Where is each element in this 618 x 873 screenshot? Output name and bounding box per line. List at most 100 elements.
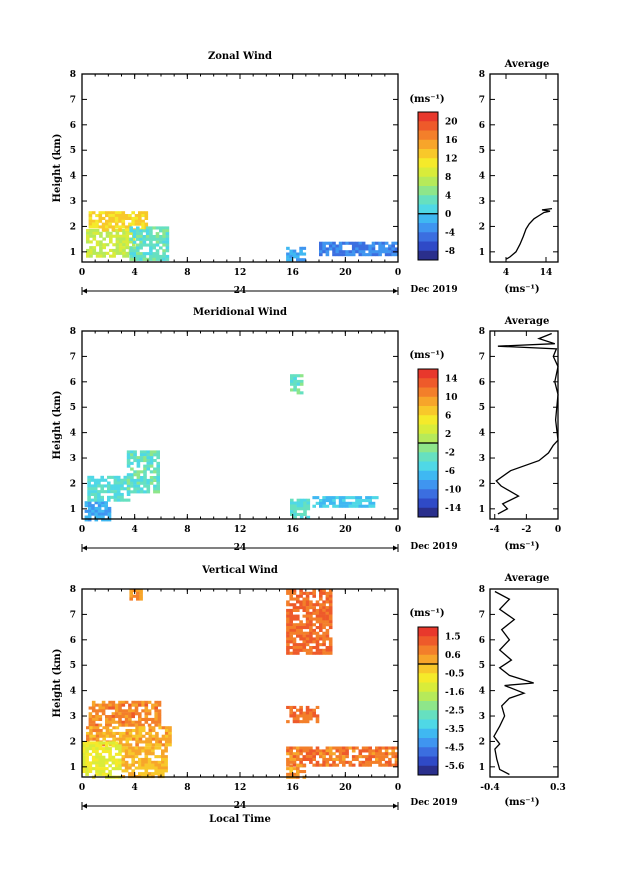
heatmap-cell: [351, 755, 356, 759]
heatmap-cell: [305, 651, 310, 655]
heatmap-cell: [296, 600, 300, 604]
heatmap-cell: [358, 501, 363, 505]
heatmap-cell: [302, 648, 307, 652]
heatmap-cell: [95, 761, 99, 765]
heatmap-cell: [138, 700, 142, 704]
heatmap-cell: [365, 496, 369, 500]
heatmap-cell: [292, 252, 297, 256]
heatmap-cell: [131, 749, 135, 753]
x-tick-label: 0: [395, 525, 401, 535]
heatmap-cell: [338, 253, 343, 257]
heatmap-cell: [134, 706, 139, 710]
heatmap-cell: [325, 634, 330, 638]
heatmap-cell: [153, 478, 157, 482]
heatmap-cell: [101, 222, 106, 226]
heatmap-cell: [309, 651, 313, 655]
heatmap-cell: [102, 726, 106, 730]
heatmap-cell: [154, 715, 158, 719]
heatmap-cell: [115, 248, 120, 252]
heatmap-cell: [312, 640, 316, 644]
heatmap-cell: [128, 231, 133, 235]
heatmap-cell: [305, 600, 310, 604]
avg-y-tick-label: 8: [479, 585, 485, 595]
heatmap-cell: [332, 504, 336, 508]
heatmap-cell: [361, 241, 366, 245]
heatmap-cell: [151, 720, 155, 724]
heatmap-cell: [384, 247, 389, 251]
heatmap-cell: [154, 723, 158, 727]
heatmap-cell: [154, 772, 158, 776]
heatmap-cell: [125, 234, 130, 238]
heatmap-cell: [122, 234, 126, 238]
heatmap-cell: [302, 614, 307, 618]
heatmap-cell: [105, 729, 110, 733]
heatmap-cell: [108, 703, 112, 707]
heatmap-cell: [345, 504, 349, 508]
heatmap-cell: [322, 757, 326, 761]
heatmap-cell: [153, 459, 157, 463]
heatmap-cell: [112, 234, 116, 238]
colorbar-swatch: [418, 682, 438, 693]
heatmap-cell: [109, 743, 113, 747]
heatmap-cell: [131, 746, 135, 750]
heatmap-cell: [309, 717, 313, 721]
heatmap-cell: [114, 216, 119, 220]
colorbar-swatch: [418, 204, 438, 215]
heatmap-cell: [124, 766, 129, 770]
colorbar-swatch: [418, 747, 438, 757]
heatmap-cell: [161, 760, 165, 764]
heatmap-cell: [292, 711, 297, 715]
heatmap-cell: [302, 714, 307, 718]
heatmap-cell: [85, 755, 89, 759]
heatmap-cell: [118, 734, 123, 738]
heatmap-cell: [124, 720, 129, 724]
heatmap-cell: [135, 734, 139, 738]
heatmap-cell: [100, 490, 104, 494]
heatmap-cell: [88, 214, 93, 218]
heatmap-cell: [296, 720, 300, 724]
heatmap-cell: [108, 211, 112, 215]
heatmap-cell: [105, 214, 109, 218]
heatmap-cell: [146, 490, 151, 494]
heatmap-cell: [296, 749, 300, 753]
heatmap-cell: [141, 219, 145, 223]
heatmap-cell: [303, 512, 307, 516]
heatmap-cell: [325, 628, 330, 632]
heatmap-cell: [107, 487, 111, 491]
heatmap-cell: [345, 746, 349, 750]
heatmap-cell: [296, 374, 301, 378]
heatmap-cell: [351, 749, 356, 753]
heatmap-cell: [289, 591, 293, 595]
heatmap-cell: [358, 504, 363, 508]
heatmap-cell: [95, 769, 99, 773]
heatmap-cell: [151, 749, 155, 753]
heatmap-cell: [114, 758, 119, 762]
date-label: Dec 2019: [410, 542, 457, 552]
heatmap-cell: [87, 498, 91, 502]
heatmap-cell: [156, 487, 160, 491]
y-tick-label: 5: [70, 403, 76, 413]
heatmap-cell: [94, 512, 99, 516]
heatmap-cell: [95, 715, 99, 719]
heatmap-cell: [133, 490, 137, 494]
heatmap-cell: [111, 219, 116, 223]
heatmap-cell: [104, 518, 108, 522]
heatmap-cell: [97, 509, 102, 513]
heatmap-cell: [319, 606, 323, 610]
heatmap-cell: [322, 501, 326, 505]
heatmap-cell: [157, 766, 162, 770]
heatmap-cell: [98, 723, 103, 727]
heatmap-cell: [325, 250, 330, 254]
heatmap-cell: [120, 484, 124, 488]
heatmap-cell: [164, 769, 168, 773]
y-tick-label: 7: [70, 95, 76, 105]
heatmap-cell: [132, 254, 137, 258]
heatmap-cell: [102, 734, 106, 738]
heatmap-cell: [303, 504, 307, 508]
heatmap-cell: [113, 487, 118, 491]
heatmap-cell: [141, 225, 145, 229]
colorbar-swatch: [418, 673, 438, 683]
heatmap-cell: [123, 481, 128, 485]
heatmap-cell: [338, 250, 343, 254]
heatmap-cell: [151, 726, 156, 730]
